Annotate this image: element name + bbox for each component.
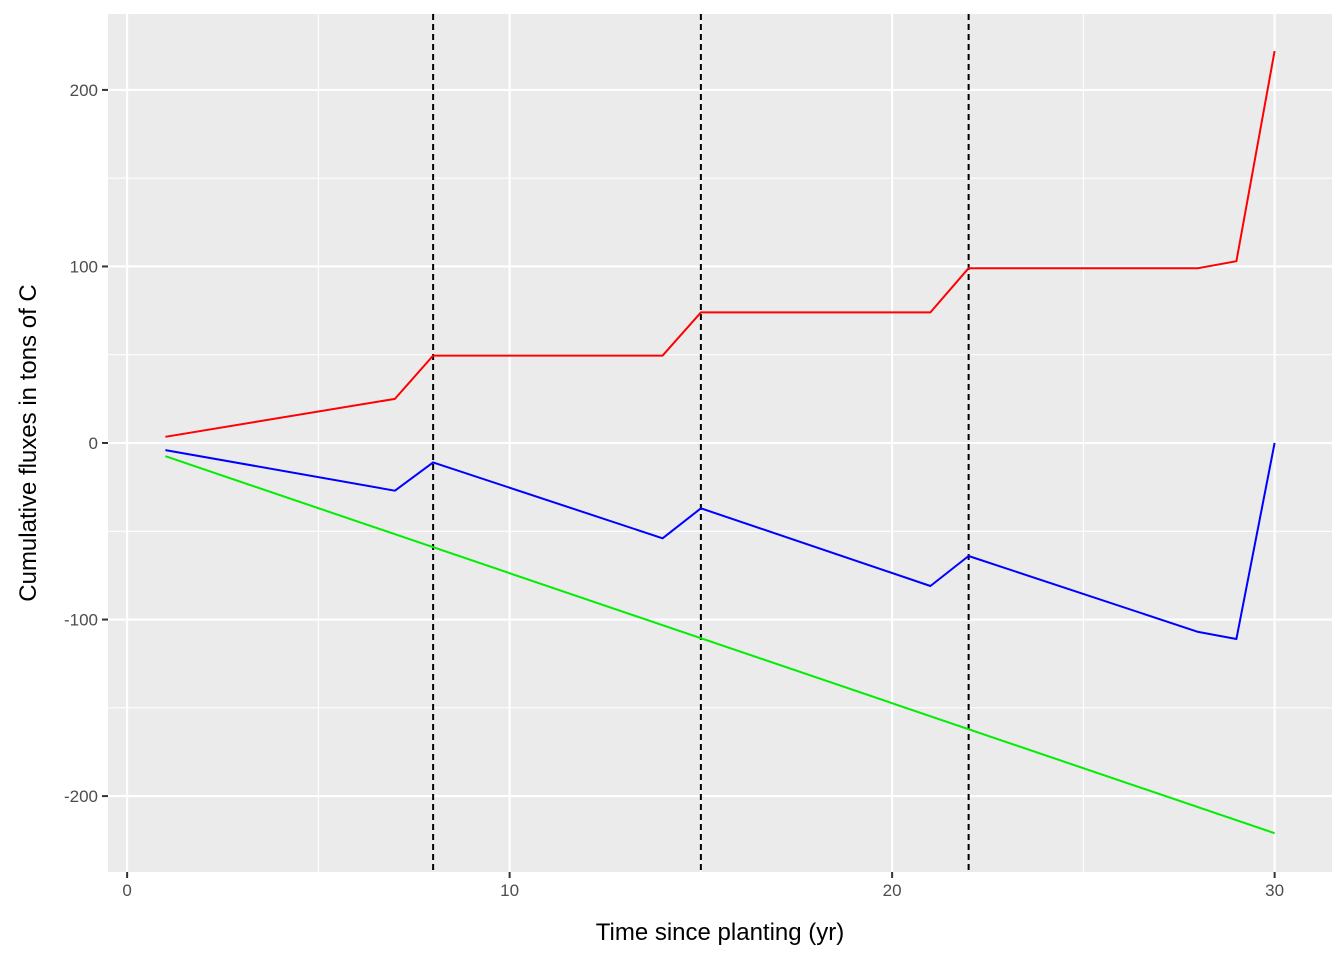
major-gridlines <box>108 14 1332 872</box>
y-tick-label: 100 <box>70 257 98 276</box>
x-tick-label: 0 <box>122 881 131 900</box>
x-tick-label: 20 <box>883 881 902 900</box>
x-tick-label: 30 <box>1265 881 1284 900</box>
y-tick-label: 200 <box>70 81 98 100</box>
y-tick-label: -100 <box>64 611 98 630</box>
series-line-3 <box>165 455 1275 835</box>
series-line-1 <box>165 50 1276 438</box>
y-tick-labels: -200 -100 0 100 200 <box>64 81 98 806</box>
series-lines <box>165 50 1276 835</box>
x-axis-title: Time since planting (yr) <box>596 919 845 946</box>
y-tick-label: -200 <box>64 787 98 806</box>
axis-ticks <box>102 88 1276 878</box>
y-axis-title: Cumulative fluxes in tons of C <box>15 284 42 601</box>
series-line-2 <box>165 442 1276 640</box>
x-tick-labels: 0 10 20 30 <box>122 881 1284 900</box>
y-tick-label: 0 <box>89 434 98 453</box>
x-tick-label: 10 <box>500 881 519 900</box>
